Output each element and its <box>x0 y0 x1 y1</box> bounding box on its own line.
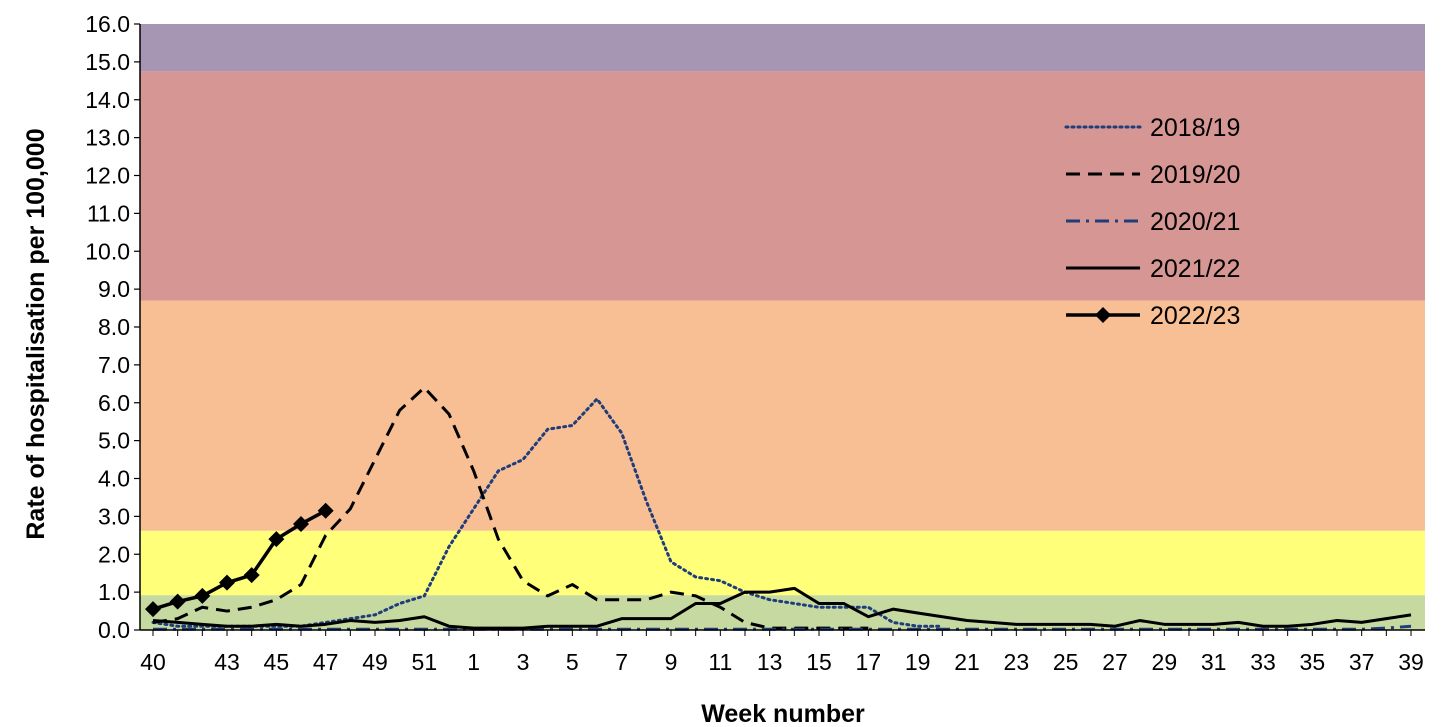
series-line-2020-21 <box>153 624 1412 631</box>
data-point-marker <box>243 567 260 584</box>
y-tick-label: 4.0 <box>98 466 130 492</box>
data-point-marker <box>219 574 235 591</box>
x-tick-label: 25 <box>1053 649 1079 675</box>
x-tick-label: 1 <box>467 649 480 675</box>
x-tick-label: 5 <box>566 649 579 675</box>
y-tick-label: 13.0 <box>85 125 130 151</box>
series-line-2021-22 <box>152 586 1412 630</box>
legend-label: 2022/23 <box>1150 302 1240 330</box>
y-tick-label: 3.0 <box>98 503 130 529</box>
x-tick-label: 17 <box>856 649 882 675</box>
data-point-marker <box>145 601 161 618</box>
y-axis-title: Rate of hospitalisation per 100,000 <box>22 128 50 539</box>
x-tick-label: 19 <box>905 649 931 675</box>
x-tick-label: 33 <box>1250 649 1276 675</box>
x-tick-label: 51 <box>412 649 438 675</box>
y-tick-label: 8.0 <box>98 314 130 340</box>
x-tick-label: 49 <box>362 649 388 675</box>
x-tick-label: 21 <box>954 649 980 675</box>
x-tick-label: 39 <box>1398 649 1424 675</box>
x-tick-label: 13 <box>757 649 783 675</box>
y-tick-label: 7.0 <box>98 352 130 378</box>
x-tick-label: 29 <box>1152 649 1178 675</box>
y-tick-label: 16.0 <box>85 11 130 37</box>
y-tick-label: 15.0 <box>85 49 130 75</box>
x-tick-label: 37 <box>1349 649 1375 675</box>
x-tick-label: 27 <box>1102 649 1128 675</box>
y-tick-label: 14.0 <box>85 87 130 113</box>
legend-label: 2020/21 <box>1150 208 1240 236</box>
y-tick-label: 11.0 <box>87 200 130 226</box>
series-markers <box>145 502 334 618</box>
threshold-band-3 <box>140 71 1425 301</box>
data-point-marker <box>169 593 186 610</box>
y-tick-label: 1.0 <box>98 579 130 605</box>
legend-label: 2021/22 <box>1150 255 1240 283</box>
x-tick-label: 9 <box>665 649 678 675</box>
data-point-marker <box>293 515 309 532</box>
y-tick-label: 12.0 <box>85 163 130 189</box>
y-tick-label: 10.0 <box>85 238 130 264</box>
legend-marker <box>1095 307 1111 323</box>
threshold-bands <box>140 24 1425 630</box>
x-tick-label: 31 <box>1201 649 1227 675</box>
series-line-2019-20 <box>152 386 869 630</box>
x-tick-label: 45 <box>264 649 290 675</box>
legend-label: 2018/19 <box>1150 114 1240 142</box>
x-tick-label: 43 <box>214 649 240 675</box>
data-point-marker <box>268 531 285 548</box>
x-tick-label: 35 <box>1300 649 1326 675</box>
x-tick-label: 15 <box>806 649 832 675</box>
x-axis-ticks: 40 43 45 47 49 51 1 3 5 7 9 11 13 15 17 19 21 23 25 27 29 31 3… <box>140 630 1424 675</box>
threshold-band-2 <box>140 300 1425 531</box>
data-point-marker <box>317 502 334 519</box>
legend: 2018/19 2019/20 2020/21 2021/22 2022/23 <box>1064 114 1240 330</box>
legend-label: 2019/20 <box>1150 161 1240 189</box>
y-tick-label: 9.0 <box>98 276 130 302</box>
y-tick-label: 5.0 <box>98 428 130 454</box>
x-tick-label: 40 <box>140 649 166 675</box>
y-tick-label: 6.0 <box>98 390 130 416</box>
y-axis-ticks: 0.0 1.0 2.0 3.0 4.0 5.0 6.0 7.0 8.0 9.0 10.0 11.0 12… <box>85 11 140 643</box>
x-tick-label: 7 <box>615 649 628 675</box>
x-tick-label: 3 <box>517 649 530 675</box>
series-lines <box>151 386 1412 631</box>
data-point-marker <box>194 587 211 604</box>
x-tick-label: 23 <box>1004 649 1030 675</box>
x-axis-title: Week number <box>701 700 865 727</box>
y-tick-label: 0.0 <box>98 617 130 643</box>
threshold-band-1 <box>140 530 1425 596</box>
x-tick-label: 47 <box>313 649 339 675</box>
threshold-band-4 <box>140 24 1425 72</box>
y-tick-label: 2.0 <box>98 541 130 567</box>
x-tick-label: 11 <box>708 649 732 675</box>
